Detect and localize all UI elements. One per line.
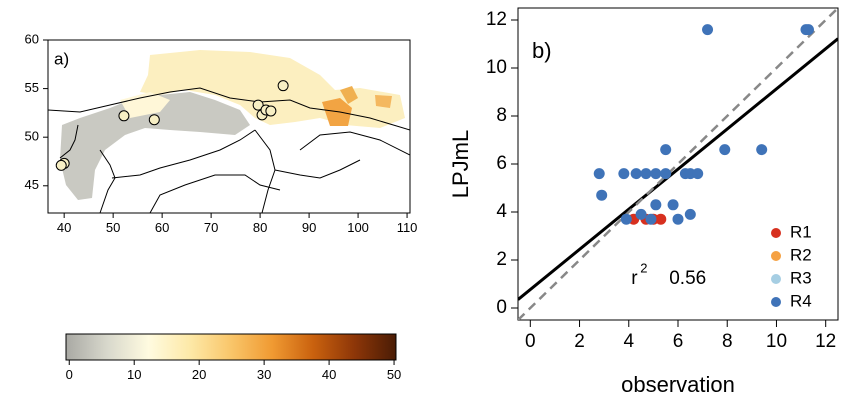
data-point: [596, 189, 608, 201]
legend-label: R4: [790, 291, 812, 310]
data-point: [660, 168, 672, 180]
data-point: [655, 213, 667, 225]
data-point: [640, 168, 652, 180]
data-point: [593, 168, 605, 180]
legend-label: R2: [790, 245, 812, 264]
data-point: [630, 168, 642, 180]
plot-frame: [47, 39, 411, 214]
x-tick-label: 100: [347, 220, 369, 235]
y-tick-label: 4: [496, 201, 507, 222]
y-tick-label: 2: [496, 249, 507, 270]
x-axis-title: observation: [621, 372, 735, 397]
x-tick-label: 80: [253, 220, 267, 235]
data-point: [660, 144, 672, 156]
data-point: [672, 213, 684, 225]
x-tick-label: 50: [387, 367, 401, 382]
map-border: [299, 131, 410, 156]
legend-label: R1: [790, 222, 812, 241]
y-tick-label: 0: [496, 297, 507, 318]
y-tick-label: 55: [25, 80, 39, 95]
legend-marker: [771, 251, 781, 261]
data-point: [756, 144, 768, 156]
x-tick-label: 40: [322, 367, 336, 382]
x-tick-label: 40: [57, 220, 71, 235]
map-border: [254, 129, 276, 213]
map: [48, 50, 410, 213]
panel-label: a): [54, 49, 69, 68]
annotation-symbol: r: [631, 268, 638, 289]
legend-label: R3: [790, 268, 812, 287]
data-point: [667, 199, 679, 211]
map-border: [59, 124, 79, 159]
x-tick-label: 50: [106, 220, 120, 235]
x-tick-label: 70: [204, 220, 218, 235]
y-tick-label: 8: [496, 105, 507, 126]
data-point: [277, 80, 289, 92]
map-border: [111, 129, 256, 179]
map-border: [149, 174, 281, 213]
y-tick-label: 60: [25, 31, 39, 46]
map-grey-area: [60, 92, 250, 200]
y-tick-label: 45: [25, 177, 39, 192]
x-tick-label: 8: [722, 331, 733, 352]
data-point: [620, 213, 632, 225]
data-point: [702, 24, 714, 36]
data-point: [148, 114, 160, 126]
x-tick-label: 2: [574, 331, 585, 352]
data-point: [719, 144, 731, 156]
x-tick-label: 12: [815, 331, 836, 352]
data-point: [645, 213, 657, 225]
x-tick-label: 10: [127, 367, 141, 382]
data-point: [692, 168, 704, 180]
y-tick-label: 12: [486, 9, 507, 30]
map-border: [99, 149, 116, 213]
x-tick-label: 10: [766, 331, 787, 352]
map-border: [274, 159, 361, 179]
data-point: [650, 168, 662, 180]
data-point: [265, 105, 277, 117]
map-border: [48, 87, 410, 131]
x-tick-label: 0: [66, 367, 73, 382]
data-point: [618, 168, 630, 180]
x-tick-label: 60: [155, 220, 169, 235]
data-point: [118, 110, 130, 122]
data-point: [635, 208, 647, 220]
legend-marker: [771, 274, 781, 284]
annotation-exponent: 2: [640, 261, 647, 276]
legend-marker: [771, 297, 781, 307]
y-axis-title: LPJmL: [448, 130, 473, 198]
data-point: [252, 99, 264, 111]
map-pale-area: [120, 92, 170, 118]
data-point: [802, 24, 814, 36]
data-point: [55, 159, 67, 171]
map-orange-patch: [375, 95, 392, 108]
x-tick-label: 20: [192, 367, 206, 382]
panel-label: b): [532, 38, 552, 63]
x-tick-label: 6: [673, 331, 684, 352]
data-point: [650, 199, 662, 211]
data-point: [684, 208, 696, 220]
legend-marker: [771, 228, 781, 238]
annotation-value: 0.56: [669, 268, 706, 289]
plot-area: [518, 8, 838, 320]
x-tick-label: 4: [623, 331, 634, 352]
map-orange-patch: [340, 86, 358, 104]
y-tick-label: 50: [25, 129, 39, 144]
x-tick-label: 0: [525, 331, 536, 352]
y-tick-label: 6: [496, 153, 507, 174]
x-tick-label: 90: [302, 220, 316, 235]
reference-line: [518, 37, 838, 301]
x-tick-label: 110: [397, 220, 418, 235]
colorbar: [65, 333, 397, 361]
y-tick-label: 10: [486, 57, 507, 78]
x-tick-label: 30: [257, 367, 271, 382]
